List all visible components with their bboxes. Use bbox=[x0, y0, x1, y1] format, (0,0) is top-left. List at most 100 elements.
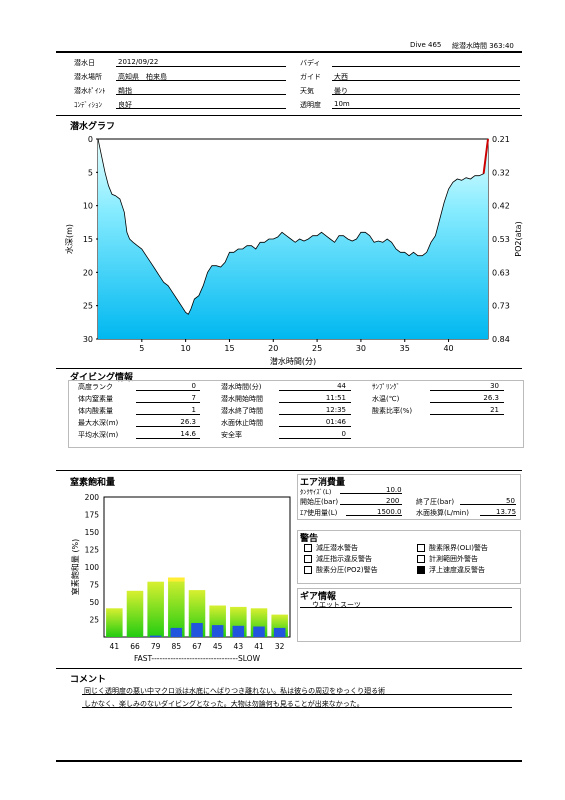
y-tick-label: 25 bbox=[83, 302, 93, 311]
weather-value: 曇り bbox=[334, 87, 348, 95]
n2-x-tick-label: 41 bbox=[110, 642, 120, 651]
visibility-value: 10m bbox=[334, 100, 350, 108]
y-tick-label: 10 bbox=[83, 202, 93, 211]
buddy-label: バディ bbox=[300, 59, 321, 67]
warning-label: 減圧指示違反警告 bbox=[316, 555, 372, 563]
n2-y-tick-label: 125 bbox=[85, 546, 100, 555]
n2-bar bbox=[106, 608, 123, 637]
diving-info-value: 0 bbox=[191, 382, 196, 390]
end-pressure-value: 50 bbox=[506, 497, 515, 505]
surface-rate-label: 水面換算(L/min) bbox=[416, 509, 469, 517]
n2-bar-oxygen bbox=[273, 627, 286, 637]
diving-info-label: ｻﾝﾌﾟﾘﾝｸﾞ bbox=[372, 383, 400, 391]
guide-value: 大西 bbox=[334, 73, 348, 81]
depth-area bbox=[98, 139, 488, 339]
gear-value: ウエットスーツ bbox=[312, 601, 361, 609]
point-label: 潜水ﾎﾟｲﾝﾄ bbox=[74, 87, 106, 95]
n2-bar-oxygen bbox=[191, 623, 203, 637]
dive-graph-title: 潜水グラフ bbox=[70, 122, 116, 132]
footer-divider bbox=[56, 760, 522, 762]
start-pressure-value: 200 bbox=[386, 497, 400, 505]
n2-bar-cap bbox=[168, 577, 185, 582]
date-label: 潜水日 bbox=[74, 59, 95, 67]
x-tick-label: 40 bbox=[443, 344, 453, 353]
y2-tick-label: 0.21 bbox=[492, 135, 510, 144]
n2-x-tick-label: 41 bbox=[254, 642, 264, 651]
x-tick-label: 25 bbox=[312, 344, 322, 353]
diving-info-label: 体内酸素量 bbox=[78, 407, 113, 415]
warning-checkbox bbox=[417, 566, 425, 574]
y2-axis-label: PO2(ata) bbox=[514, 221, 523, 256]
warning-checkbox bbox=[417, 544, 425, 552]
n2-bar-oxygen bbox=[149, 635, 162, 637]
diving-info-value: 7 bbox=[191, 394, 196, 402]
n2-x-tick-label: 79 bbox=[151, 642, 161, 651]
y2-tick-label: 0.73 bbox=[492, 302, 510, 311]
n2-bar-oxygen bbox=[253, 626, 265, 637]
diving-info-label: 体内窒素量 bbox=[78, 395, 113, 403]
diving-info-label: 安全率 bbox=[221, 431, 242, 439]
diving-info-box bbox=[68, 380, 524, 448]
y-tick-label: 5 bbox=[88, 168, 93, 177]
diving-info-label: 最大水深(m) bbox=[78, 419, 119, 427]
nitrogen-title: 窒素飽和量 bbox=[70, 478, 116, 488]
diving-info-value: 12:35 bbox=[325, 406, 346, 414]
diving-info-label: 水面休止時間 bbox=[221, 419, 263, 427]
n2-bar-oxygen bbox=[211, 625, 224, 637]
n2-x-tick-label: 32 bbox=[275, 642, 285, 651]
guide-label: ガイド bbox=[300, 73, 321, 81]
diving-info-value: 26.3 bbox=[180, 418, 196, 426]
warning-checkbox bbox=[417, 555, 425, 563]
y-axis-label: 水深(m) bbox=[64, 224, 74, 254]
gear-box bbox=[297, 588, 521, 642]
diving-info-value: 0 bbox=[341, 430, 346, 438]
total-dive-time: 総潜水時間 363:40 bbox=[452, 42, 514, 50]
n2-y-axis-label: 窒素飽和量 (%) bbox=[70, 539, 80, 595]
diving-info-value: 11:51 bbox=[325, 394, 346, 402]
air-used-label: ｴｱ使用量(L) bbox=[300, 509, 338, 517]
warnings-title: 警告 bbox=[300, 534, 319, 544]
y-tick-label: 20 bbox=[83, 268, 93, 277]
x-tick-label: 15 bbox=[224, 344, 234, 353]
diving-info-label: 高度ランク bbox=[78, 383, 113, 391]
x-tick-label: 10 bbox=[181, 344, 191, 353]
y2-tick-label: 0.84 bbox=[492, 335, 510, 344]
diving-info-value: 26.3 bbox=[483, 394, 499, 402]
n2-x-tick-label: 85 bbox=[172, 642, 182, 651]
air-used-value: 1500.0 bbox=[377, 508, 402, 516]
nitrogen-chart: 200 175 150 125 100 75 50 25 41 66 79 85 67 45 43 41 32 F… bbox=[70, 493, 291, 663]
diving-info-label: 潜水時間(分) bbox=[221, 383, 262, 391]
air-box bbox=[297, 474, 521, 520]
date-value: 2012/09/22 bbox=[118, 58, 159, 66]
tank-value: 10.0 bbox=[386, 486, 402, 494]
dive-number: Dive 465 bbox=[410, 41, 442, 49]
n2-bar-oxygen bbox=[170, 627, 183, 637]
dive-graph: 5 10 15 20 25 30 35 40 0 5 10 15 20 25 30 0.21 0.32 0.42 0… bbox=[64, 135, 523, 366]
diving-info-label: 潜水終了時間 bbox=[221, 407, 263, 415]
n2-y-tick-label: 150 bbox=[85, 528, 100, 537]
comment-line-2: しかなく、楽しみのないダイビングとなった。大物は勿論何も見ることが出来なかった。 bbox=[84, 700, 364, 708]
y2-tick-label: 0.63 bbox=[492, 268, 510, 277]
fast-slow-label: FAST--------------------------------SLOW bbox=[134, 654, 261, 663]
warning-label: 浮上速度違反警告 bbox=[429, 566, 485, 574]
y2-tick-label: 0.53 bbox=[492, 235, 510, 244]
depth-line bbox=[97, 138, 489, 315]
comment-line-1: 同じく透明度の悪い中マクロ派は水底にへばりつき離れない。私は彼らの周辺をゆっくり… bbox=[84, 687, 386, 695]
n2-y-tick-label: 50 bbox=[89, 598, 99, 607]
diving-info-value: 30 bbox=[490, 382, 499, 390]
diving-info-label: 酸素比率(%) bbox=[372, 407, 413, 415]
diving-info-value: 44 bbox=[337, 382, 346, 390]
n2-y-tick-label: 75 bbox=[89, 581, 99, 590]
x-axis-label: 潜水時間(分) bbox=[270, 356, 316, 366]
x-tick-label: 20 bbox=[268, 344, 278, 353]
weather-label: 天気 bbox=[300, 87, 314, 95]
x-tick-label: 30 bbox=[356, 344, 366, 353]
start-pressure-label: 開始圧(bar) bbox=[300, 498, 339, 506]
y-tick-label: 15 bbox=[83, 235, 93, 244]
warning-checkbox bbox=[304, 566, 312, 574]
y2-tick-label: 0.32 bbox=[492, 168, 510, 177]
n2-y-tick-label: 200 bbox=[85, 493, 100, 502]
condition-value: 良好 bbox=[118, 101, 132, 109]
n2-x-tick-label: 66 bbox=[130, 642, 140, 651]
header-divider bbox=[56, 51, 522, 53]
